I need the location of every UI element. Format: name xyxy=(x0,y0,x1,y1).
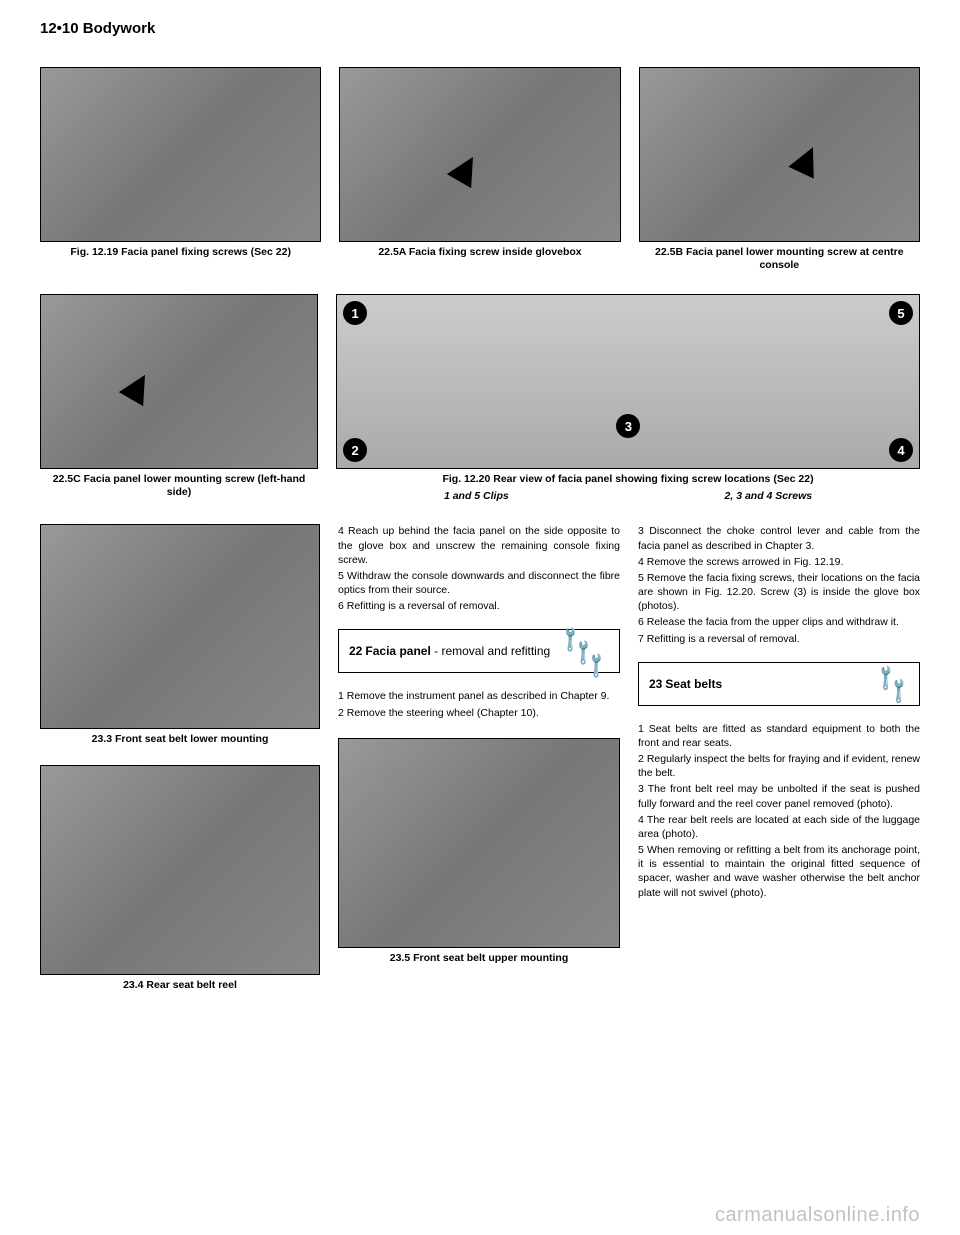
figure-caption: Fig. 12.19 Facia panel fixing screws (Se… xyxy=(40,246,321,259)
right-column: 3 Disconnect the choke control lever and… xyxy=(638,524,920,1009)
para: 3 Disconnect the choke control lever and… xyxy=(638,524,920,552)
figure-caption: 22.5C Facia panel lower mounting screw (… xyxy=(40,473,318,499)
middle-column: 4 Reach up behind the facia panel on the… xyxy=(338,524,620,1009)
figure-caption: 23.3 Front seat belt lower mounting xyxy=(40,733,320,746)
section-sub: - removal and refitting xyxy=(431,644,550,658)
body-text-block: 1 Seat belts are fitted as standard equi… xyxy=(638,722,920,900)
callout-5: 5 xyxy=(889,301,913,325)
figure-image xyxy=(40,524,320,729)
para: 4 Remove the screws arrowed in Fig. 12.1… xyxy=(638,555,920,569)
figure-image xyxy=(40,67,321,242)
para: 1 Seat belts are fitted as standard equi… xyxy=(638,722,920,750)
figure-caption: 23.5 Front seat belt upper mounting xyxy=(338,952,620,965)
callout-3: 3 xyxy=(616,414,640,438)
section-number: 22 xyxy=(349,644,362,658)
callout-1: 1 xyxy=(343,301,367,325)
figure-image xyxy=(40,294,318,469)
para: 3 The front belt reel may be unbolted if… xyxy=(638,782,920,810)
figure-23-4: 23.4 Rear seat belt reel xyxy=(40,765,320,992)
para: 6 Refitting is a reversal of removal. xyxy=(338,599,620,613)
figure-12-20: 1 2 3 4 5 Fig. 12.20 Rear view of facia … xyxy=(336,294,920,502)
figure-legend: 1 and 5 Clips 2, 3 and 4 Screws xyxy=(336,490,920,502)
para: 6 Release the facia from the upper clips… xyxy=(638,615,920,629)
figure-22-5a: 22.5A Facia fixing screw inside glovebox xyxy=(339,67,620,272)
arrow-icon xyxy=(789,141,826,178)
figure-23-5: 23.5 Front seat belt upper mounting xyxy=(338,738,620,965)
para: 2 Remove the steering wheel (Chapter 10)… xyxy=(338,706,620,720)
figure-image xyxy=(338,738,620,948)
figure-22-5b: 22.5B Facia panel lower mounting screw a… xyxy=(639,67,920,272)
legend-right: 2, 3 and 4 Screws xyxy=(725,490,813,502)
wrench-icon: 🔧🔧🔧 xyxy=(554,624,608,678)
figure-row-2: 22.5C Facia panel lower mounting screw (… xyxy=(40,294,920,502)
figure-image xyxy=(339,67,620,242)
arrow-icon xyxy=(447,149,485,187)
figure-12-19: Fig. 12.19 Facia panel fixing screws (Se… xyxy=(40,67,321,272)
page-header: 12•10 Bodywork xyxy=(40,20,920,37)
para: 2 Regularly inspect the belts for frayin… xyxy=(638,752,920,780)
para: 5 Withdraw the console downwards and dis… xyxy=(338,569,620,597)
body-text-block: 3 Disconnect the choke control lever and… xyxy=(638,524,920,645)
section-title: Seat belts xyxy=(665,677,722,691)
para: 4 Reach up behind the facia panel on the… xyxy=(338,524,620,567)
body-text-block: 1 Remove the instrument panel as describ… xyxy=(338,689,620,719)
left-column: 23.3 Front seat belt lower mounting 23.4… xyxy=(40,524,320,1009)
figure-row-1: Fig. 12.19 Facia panel fixing screws (Se… xyxy=(40,67,920,272)
figure-22-5c: 22.5C Facia panel lower mounting screw (… xyxy=(40,294,318,502)
figure-image: 1 2 3 4 5 xyxy=(336,294,920,469)
para: 4 The rear belt reels are located at eac… xyxy=(638,813,920,841)
callout-2: 2 xyxy=(343,438,367,462)
content-columns: 23.3 Front seat belt lower mounting 23.4… xyxy=(40,524,920,1009)
figure-caption: 22.5B Facia panel lower mounting screw a… xyxy=(639,246,920,272)
section-23-box: 23 Seat belts 🔧🔧 xyxy=(638,662,920,706)
para: 5 When removing or refitting a belt from… xyxy=(638,843,920,900)
legend-left: 1 and 5 Clips xyxy=(444,490,509,502)
section-heading: 22 Facia panel - removal and refitting xyxy=(349,644,550,658)
figure-image xyxy=(40,765,320,975)
figure-caption: Fig. 12.20 Rear view of facia panel show… xyxy=(336,473,920,486)
figure-caption: 23.4 Rear seat belt reel xyxy=(40,979,320,992)
body-text-block: 4 Reach up behind the facia panel on the… xyxy=(338,524,620,613)
section-heading: 23 Seat belts xyxy=(649,677,722,691)
callout-4: 4 xyxy=(889,438,913,462)
para: 1 Remove the instrument panel as describ… xyxy=(338,689,620,703)
figure-23-3: 23.3 Front seat belt lower mounting xyxy=(40,524,320,746)
para: 7 Refitting is a reversal of removal. xyxy=(638,632,920,646)
section-title: Facia panel xyxy=(365,644,430,658)
section-number: 23 xyxy=(649,677,662,691)
figure-caption: 22.5A Facia fixing screw inside glovebox xyxy=(339,246,620,259)
section-22-box: 22 Facia panel - removal and refitting 🔧… xyxy=(338,629,620,673)
wrench-icon: 🔧🔧 xyxy=(870,663,911,704)
para: 5 Remove the facia fixing screws, their … xyxy=(638,571,920,614)
watermark: carmanualsonline.info xyxy=(715,1204,920,1227)
figure-image xyxy=(639,67,920,242)
arrow-icon xyxy=(119,368,157,406)
